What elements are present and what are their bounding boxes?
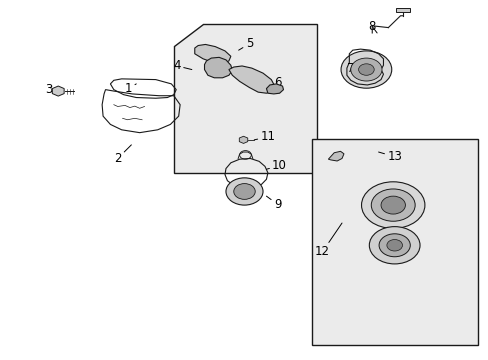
Circle shape xyxy=(361,182,424,228)
Polygon shape xyxy=(204,57,232,78)
Text: 3: 3 xyxy=(45,83,57,96)
Circle shape xyxy=(340,51,391,88)
Circle shape xyxy=(233,184,255,199)
Circle shape xyxy=(358,64,373,75)
Text: 10: 10 xyxy=(266,159,286,172)
Circle shape xyxy=(368,226,419,264)
Polygon shape xyxy=(228,66,274,93)
Circle shape xyxy=(225,178,263,205)
Circle shape xyxy=(380,196,405,214)
Circle shape xyxy=(370,189,414,221)
Polygon shape xyxy=(173,24,316,173)
Bar xyxy=(311,139,477,345)
Circle shape xyxy=(350,58,381,81)
Polygon shape xyxy=(239,136,247,143)
Circle shape xyxy=(386,239,402,251)
Text: 7: 7 xyxy=(346,62,357,75)
Text: 5: 5 xyxy=(238,37,253,50)
Text: 12: 12 xyxy=(314,223,341,258)
Bar xyxy=(395,8,409,12)
Text: 4: 4 xyxy=(173,59,191,72)
Text: 1: 1 xyxy=(124,82,136,95)
Text: 13: 13 xyxy=(378,150,401,163)
Text: 8: 8 xyxy=(368,20,376,33)
Text: 9: 9 xyxy=(266,196,281,211)
Circle shape xyxy=(378,234,409,257)
Text: 2: 2 xyxy=(114,145,131,165)
Polygon shape xyxy=(328,151,343,161)
Polygon shape xyxy=(52,86,64,96)
Text: 6: 6 xyxy=(267,76,281,89)
Text: 11: 11 xyxy=(254,130,275,144)
Polygon shape xyxy=(194,44,230,63)
Polygon shape xyxy=(266,84,283,94)
